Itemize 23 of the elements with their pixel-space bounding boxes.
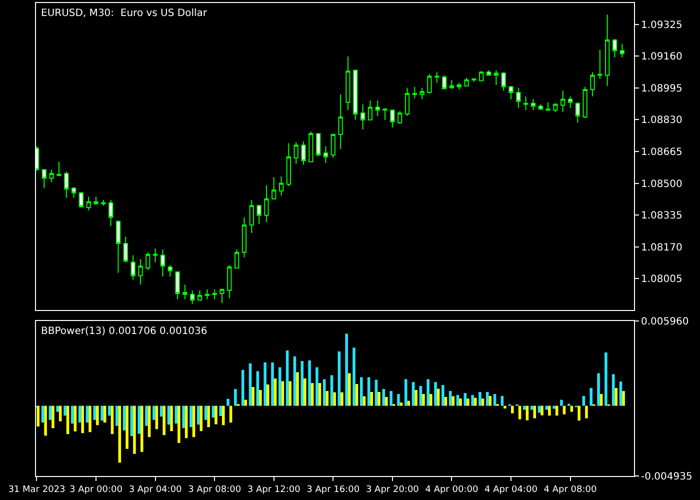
x-tick-label: 4 Apr 00:00 [425, 484, 478, 495]
y-tick-label: 1.08170 [641, 242, 682, 254]
y-tick-label: 1.08665 [641, 146, 682, 158]
x-tick-label: 3 Apr 12:00 [247, 484, 301, 495]
x-tick-label: 3 Apr 04:00 [128, 484, 182, 495]
x-tick-label: 31 Mar 2023 [8, 484, 66, 495]
x-tick-label: 3 Apr 16:00 [306, 484, 360, 495]
x-tick-label: 4 Apr 04:00 [484, 484, 538, 495]
y-tick-label: 1.08500 [641, 178, 682, 190]
y-tick-label: 0.005960 [641, 316, 689, 328]
y-tick-label: 1.08335 [641, 210, 682, 222]
y-tick-label: 1.08830 [641, 115, 682, 126]
y-tick-label: 1.09325 [641, 20, 682, 31]
x-tick-label: 3 Apr 00:00 [70, 484, 123, 495]
x-tick-label: 3 Apr 20:00 [366, 484, 420, 495]
text: EURUSD, M30: Euro vs US Dollar [41, 8, 208, 19]
text: BBPower(13) 0.001706 0.001036 [41, 326, 208, 337]
y-tick-label: 1.08995 [641, 83, 682, 94]
x-tick-label: 4 Apr 08:00 [544, 484, 598, 495]
x-tick-label: 3 Apr 08:00 [188, 484, 242, 495]
y-tick-label: 1.08005 [641, 274, 682, 286]
y-tick-label: -0.004935 [641, 472, 692, 482]
y-tick-label: 1.09160 [641, 52, 682, 63]
